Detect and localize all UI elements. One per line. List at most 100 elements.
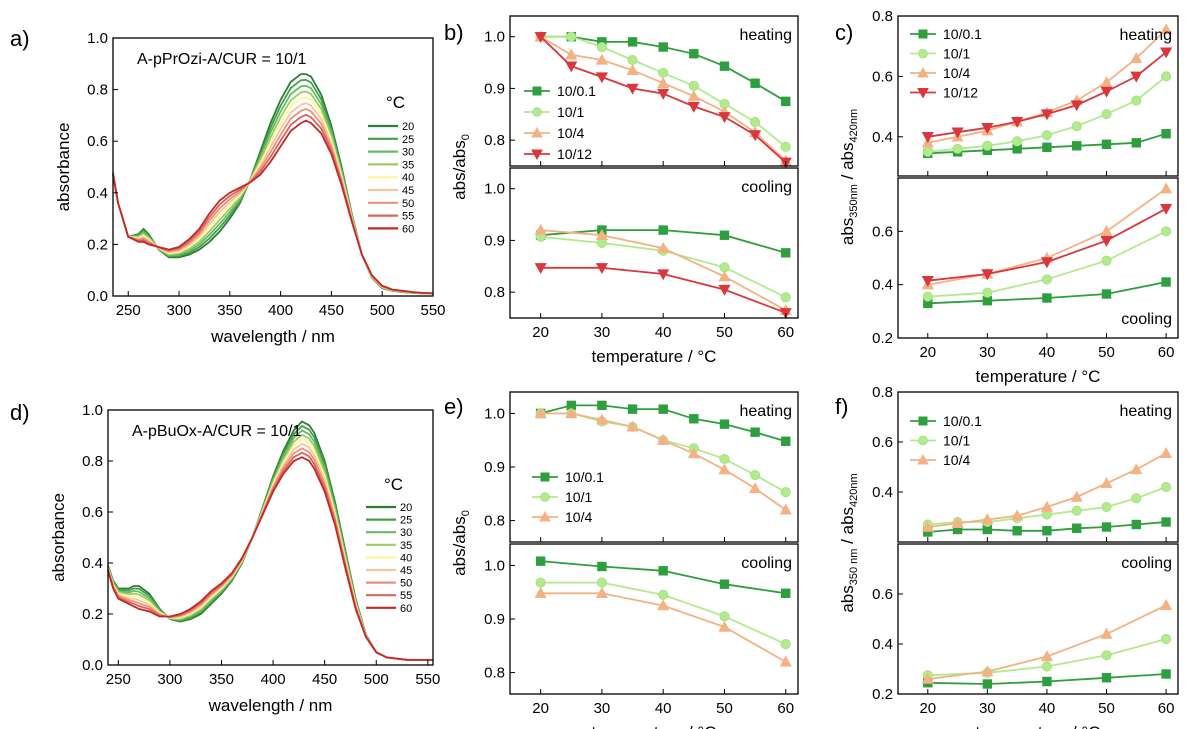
- panel-label: b): [444, 20, 464, 45]
- data-point-10/12: [534, 31, 547, 43]
- data-point-10/4: [981, 665, 994, 677]
- spectrum-line-60: [112, 119, 434, 295]
- subplot-heating: 0.4 0.6 0.8 heating 10/0.1 10/1 10/4: [872, 384, 1179, 543]
- data-point-10/12: [951, 127, 964, 139]
- y-tick-label: 0.2: [82, 606, 103, 623]
- y-axis-label: absorbance: [49, 493, 68, 582]
- subplot-annotation: heating: [740, 403, 793, 420]
- data-point-10/0.1: [719, 579, 730, 589]
- subplot-heating: 0.4 0.6 0.8 heating 10/0.1 10/1 10/4 10/12: [872, 8, 1179, 177]
- data-point-10/12: [981, 122, 994, 134]
- spectrum-line-60: [107, 456, 433, 661]
- data-point-10/0.1: [1042, 142, 1052, 153]
- data-point-10/1: [1161, 481, 1172, 492]
- data-point-10/0.1: [719, 419, 730, 429]
- axes-frame: [897, 15, 1179, 177]
- y-axis-label: absorbance: [54, 123, 73, 212]
- y-tick-label: 0.2: [872, 330, 893, 347]
- x-tick-label: 20: [919, 700, 936, 717]
- y-axis-label-part: 420nm: [848, 473, 860, 507]
- x-tick-label: 20: [532, 324, 549, 341]
- x-tick-label: 20: [532, 700, 549, 717]
- data-point-10/1: [1041, 274, 1052, 285]
- data-point-10/1: [922, 291, 933, 302]
- data-point-10/1: [780, 141, 791, 152]
- data-point-10/4: [718, 620, 731, 632]
- spectrum-line-20: [112, 73, 433, 295]
- data-point-10/1: [780, 639, 791, 650]
- legend-label: 10/0.1: [557, 83, 596, 99]
- legend-marker: [917, 453, 929, 465]
- data-point-10/12: [981, 269, 994, 281]
- legend-marker: [917, 88, 929, 99]
- x-tick-label: 350: [217, 302, 242, 319]
- subplot-heating: 0.8 0.9 1.0 heating 10/0.1 10/1 10/4 10/12: [484, 15, 799, 169]
- data-point-10/4: [687, 447, 700, 459]
- x-axis-label: temperature / °C: [976, 723, 1101, 729]
- x-tick-label: 500: [370, 302, 395, 319]
- data-point-10/0.1: [1161, 517, 1171, 527]
- data-point-10/0.1: [658, 404, 668, 414]
- spectrum-line-25: [112, 78, 433, 295]
- panel-label: d): [10, 400, 30, 425]
- y-axis-label-part: 350nm: [848, 184, 860, 218]
- data-point-10/4: [951, 517, 964, 528]
- data-point-10/1: [627, 54, 638, 65]
- legend-label: 10/0.1: [565, 469, 604, 485]
- legend-marker: [531, 126, 543, 138]
- data-point-10/4: [1100, 225, 1113, 237]
- legend-marker: [532, 107, 542, 117]
- subplot-heating: 0.8 0.9 1.0 heating 10/0.1 10/1 10/4: [484, 391, 799, 543]
- data-point-10/4: [1160, 447, 1173, 458]
- data-point-10/4: [595, 587, 608, 598]
- panel-label: f): [835, 394, 848, 419]
- legend-label: 10/12: [943, 85, 978, 101]
- data-point-10/4: [1100, 477, 1113, 488]
- data-point-10/4: [1130, 52, 1143, 63]
- legend-label: 10/4: [557, 125, 584, 141]
- legend-label: 20: [402, 121, 414, 133]
- axes-frame: [112, 37, 434, 297]
- axes-frame: [897, 391, 1179, 543]
- data-point-10/12: [657, 88, 670, 100]
- data-point-10/12: [1011, 116, 1024, 128]
- series-line-10/4: [927, 187, 1167, 286]
- series-line-10/12: [927, 207, 1167, 282]
- subplot-annotation: heating: [1120, 27, 1173, 44]
- data-point-10/12: [595, 263, 608, 275]
- y-tick-label: 1.0: [484, 557, 505, 574]
- y-tick-label: 0.9: [484, 232, 505, 249]
- data-point-10/12: [1100, 86, 1113, 98]
- data-point-10/4: [1160, 599, 1173, 610]
- x-tick-label: 20: [919, 344, 936, 361]
- data-point-10/1: [1131, 493, 1142, 504]
- data-point-10/0.1: [781, 248, 791, 258]
- data-point-10/0.1: [750, 78, 760, 88]
- x-tick-label: 550: [415, 671, 440, 688]
- data-point-10/0.1: [1042, 676, 1052, 687]
- y-tick-label: 0.8: [82, 453, 103, 470]
- data-point-10/4: [749, 482, 762, 494]
- y-tick-label: 0.6: [872, 586, 893, 603]
- legend-label: 10/12: [557, 146, 592, 162]
- data-point-10/0.1: [535, 556, 546, 566]
- data-point-10/4: [657, 77, 670, 88]
- data-point-10/4: [687, 89, 700, 101]
- legend-label: 10/0.1: [943, 26, 982, 42]
- axes-frame: [509, 167, 799, 319]
- legend-marker: [532, 86, 542, 96]
- y-tick-label: 1.0: [484, 405, 505, 422]
- data-point-10/1: [688, 80, 699, 91]
- data-point-10/12: [534, 263, 547, 275]
- x-tick-label: 250: [116, 302, 141, 319]
- data-point-10/1: [1161, 633, 1172, 644]
- data-point-10/4: [534, 407, 547, 419]
- legend-label: 50: [400, 578, 412, 590]
- y-tick-label: 0.4: [872, 129, 893, 146]
- data-point-10/12: [595, 72, 608, 84]
- data-point-10/4: [1040, 650, 1053, 662]
- data-point-10/0.1: [689, 49, 699, 59]
- data-point-10/0.1: [719, 61, 730, 71]
- y-axis-label-part: 420nm: [848, 109, 860, 143]
